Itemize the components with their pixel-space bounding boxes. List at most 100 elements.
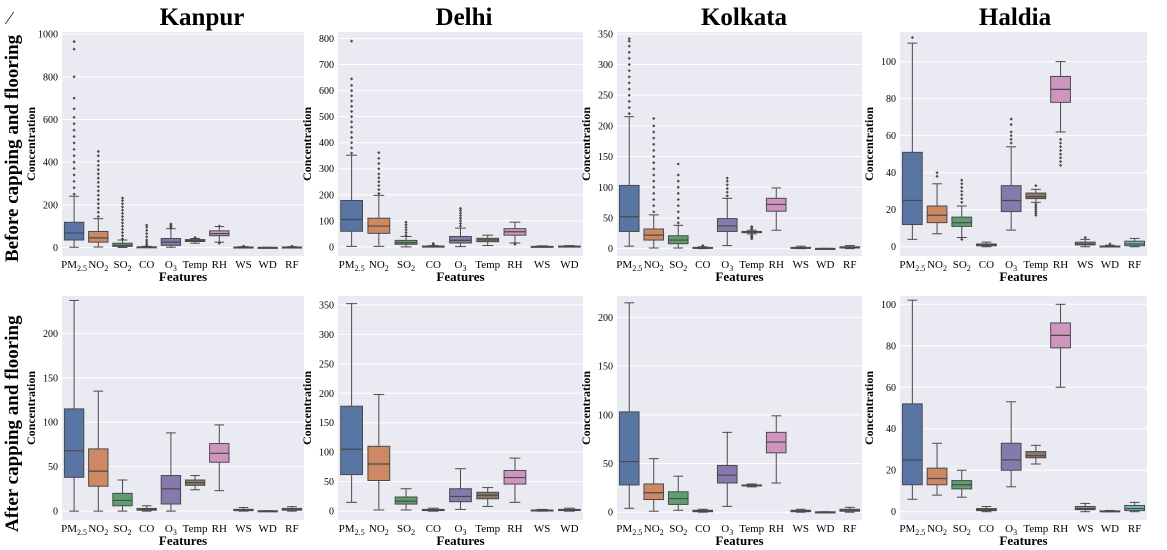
- y-tick-label: 600: [319, 86, 334, 97]
- y-tick-label: 200: [43, 200, 58, 211]
- tick-label-rh: RH: [769, 523, 784, 535]
- outlier-point: [1058, 141, 1063, 145]
- outlier-point: [935, 171, 939, 175]
- box-o3: [449, 468, 472, 510]
- outlier-point: [377, 167, 381, 171]
- tick-label-pm25: PM2.5: [339, 259, 365, 273]
- outlier-point: [404, 233, 408, 237]
- outlier-point: [96, 210, 100, 214]
- outlier-point: [627, 69, 631, 73]
- tick-label-ws: WS: [1077, 259, 1094, 271]
- outlier-point: [960, 193, 964, 197]
- outlier-point: [1034, 204, 1038, 208]
- tick-label-no2: NO2: [644, 259, 664, 273]
- box-wd: [558, 245, 581, 248]
- box-wd: [814, 247, 836, 250]
- tick-label-ws: WS: [235, 523, 252, 535]
- outlier-point: [404, 228, 408, 232]
- x-axis-label: Features: [999, 533, 1047, 548]
- box-so2: [394, 220, 418, 248]
- panel-delhi-after: 0 50 100 150 200 250 300 350 Concentration Featur…: [300, 296, 583, 548]
- box-ws: [790, 245, 812, 250]
- outlier-point: [652, 142, 656, 146]
- box-ws: [790, 508, 812, 513]
- box-pm25: [618, 302, 640, 509]
- outlier-point: [350, 94, 354, 98]
- tick-label-ws: WS: [534, 259, 551, 271]
- box-wd: [814, 511, 836, 514]
- box-ws: [233, 244, 254, 249]
- box-co: [136, 505, 157, 512]
- y-axis-label: Concentration: [24, 107, 38, 181]
- outlier-point: [652, 136, 656, 140]
- outlier-point: [96, 206, 100, 210]
- outlier-point: [404, 225, 408, 229]
- tick-label-pm25: PM2.5: [899, 523, 925, 537]
- outlier-point: [96, 214, 100, 219]
- outlier-point: [1058, 145, 1063, 149]
- outlier-point: [72, 141, 76, 145]
- box-o3: [160, 222, 182, 248]
- y-tick-label: 0: [608, 508, 613, 519]
- box-so2: [112, 479, 133, 512]
- outlier-point: [350, 109, 354, 114]
- box-pm25: [340, 39, 364, 247]
- iqr-box: [63, 221, 85, 241]
- tick-label-wd: WD: [1101, 523, 1119, 535]
- tick-label-wd: WD: [560, 259, 578, 271]
- outlier-point: [1058, 159, 1063, 164]
- y-axis-label: Concentration: [579, 371, 593, 445]
- y-tick-label: 100: [598, 183, 613, 194]
- y-tick-label: 100: [881, 57, 896, 68]
- tick-label-so2: SO2: [953, 523, 971, 537]
- tick-label-so2: SO2: [397, 259, 415, 273]
- y-tick-label: 100: [319, 216, 334, 227]
- tick-label-rf: RF: [1128, 259, 1141, 271]
- iqr-box: [901, 151, 923, 226]
- panel-kanpur-after: 0 50 100 150 200 Concentration Features PM2.5 NO…: [24, 296, 304, 548]
- outlier-point: [290, 244, 294, 248]
- y-tick-label: 100: [598, 410, 613, 421]
- outlier-point: [1058, 148, 1063, 153]
- x-axis-label: Features: [159, 533, 207, 548]
- tick-label-pm25: PM2.5: [61, 259, 87, 273]
- tick-label-co: CO: [695, 523, 710, 535]
- outlier-point: [1009, 122, 1013, 127]
- y-tick-label: 200: [319, 190, 334, 201]
- iqr-box: [88, 230, 109, 243]
- y-tick-label: 150: [319, 418, 334, 429]
- box-no2: [88, 149, 109, 248]
- outlier-point: [350, 130, 354, 134]
- box-pm25: [901, 35, 923, 240]
- tick-label-no2: NO2: [927, 259, 947, 273]
- y-tick-label: 200: [319, 389, 334, 400]
- box-o3: [716, 431, 738, 507]
- iqr-box: [88, 448, 109, 487]
- box-co: [976, 241, 997, 248]
- outlier-point: [72, 179, 76, 183]
- outlier-point: [145, 223, 149, 227]
- outlier-point: [350, 89, 354, 93]
- y-tick-label: 50: [324, 477, 334, 488]
- tick-label-wd: WD: [259, 523, 277, 535]
- iqr-box: [63, 408, 85, 478]
- tick-label-ws: WS: [793, 523, 810, 535]
- box-rf: [281, 244, 303, 249]
- outlier-point: [120, 227, 125, 231]
- box-so2: [667, 162, 689, 249]
- outlier-point: [627, 37, 631, 41]
- outlier-point: [652, 148, 656, 153]
- tick-label-pm25: PM2.5: [616, 523, 642, 537]
- box-o3: [160, 432, 182, 512]
- y-tick-label: 20: [886, 466, 896, 477]
- outlier-point: [652, 185, 656, 189]
- tick-label-wd: WD: [816, 259, 834, 271]
- outlier-point: [120, 205, 125, 209]
- outlier-point: [193, 235, 197, 240]
- outlier-point: [1058, 152, 1063, 156]
- panel-kanpur-before: 0 200 400 600 800 1000 Concentration Features PM…: [24, 30, 304, 284]
- outlier-point: [725, 179, 729, 183]
- outlier-point: [96, 193, 100, 197]
- y-tick-label: 20: [886, 205, 896, 216]
- outlier-point: [120, 208, 125, 212]
